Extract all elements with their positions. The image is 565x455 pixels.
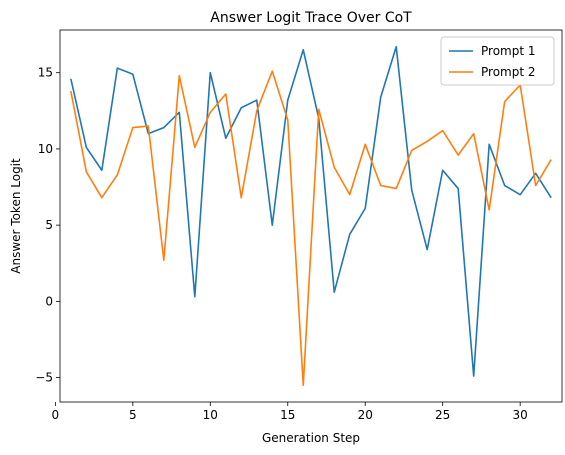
legend-label: Prompt 2: [481, 65, 536, 79]
y-tick-label: 15: [38, 66, 53, 80]
x-tick-label: 25: [435, 408, 450, 422]
y-tick-label: 5: [45, 218, 53, 232]
legend-label: Prompt 1: [481, 44, 536, 58]
series-line-2: [70, 70, 552, 387]
y-axis-label: Answer Token Logit: [9, 158, 23, 274]
plot-frame: [59, 29, 563, 403]
x-tick-label: 0: [52, 408, 60, 422]
x-tick-label: 5: [129, 408, 137, 422]
y-tick-label: −5: [35, 371, 53, 385]
chart-title: Answer Logit Trace Over CoT: [210, 10, 412, 26]
x-tick-label: 15: [280, 408, 295, 422]
series-line-1: [70, 45, 552, 377]
x-axis-label: Generation Step: [262, 431, 360, 445]
x-tick-label: 10: [203, 408, 218, 422]
legend: Prompt 1 Prompt 2: [440, 36, 555, 86]
x-tick-label: 30: [513, 408, 528, 422]
legend-box: [440, 36, 555, 86]
plot-area: [70, 45, 552, 387]
y-tick-label: 10: [38, 142, 53, 156]
x-tick-label: 20: [358, 408, 373, 422]
y-tick-label: 0: [45, 294, 53, 308]
